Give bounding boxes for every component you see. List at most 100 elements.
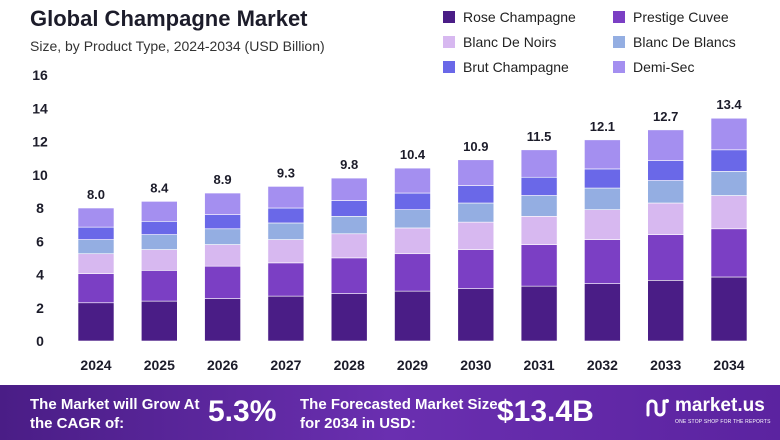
bar-segment [394, 192, 431, 210]
bar-segment [267, 222, 305, 240]
bar-segment [204, 244, 241, 267]
bar-segment [141, 201, 178, 222]
x-tick-label: 2026 [207, 357, 238, 373]
bar-segment [267, 239, 305, 264]
bar-segment [520, 195, 558, 217]
bar-segment [77, 226, 115, 240]
brand-tagline: ONE STOP SHOP FOR THE REPORTS [675, 419, 771, 425]
bar-segment [141, 249, 178, 271]
bar-segment [394, 227, 431, 255]
x-tick-label: 2028 [334, 357, 365, 373]
legend-item-rose-champagne: Rose Champagne [443, 8, 613, 25]
bar-segment [457, 221, 495, 250]
cagr-value: 5.3% [208, 395, 277, 428]
bar-segment [647, 280, 685, 342]
bar-segment [647, 160, 685, 181]
bar-segment [647, 202, 685, 235]
bar-segment [710, 117, 748, 151]
chart-title: Global Champagne Market [30, 6, 308, 31]
bar-segment [647, 234, 685, 281]
stacked-bar-chart: 0 2 4 6 8 10 12 14 16 8.0 2024 8.4 2025 8.9 2026 9.3 202… [32, 67, 748, 373]
bar-segment [330, 177, 368, 201]
x-tick-label: 2024 [80, 357, 111, 373]
bar-segment [584, 239, 621, 284]
bar-segment [394, 290, 431, 342]
bar-total-label: 8.0 [87, 187, 105, 202]
y-tick-label: 8 [36, 200, 44, 216]
x-tick-label: 2032 [587, 357, 618, 373]
bar-segment [584, 168, 621, 189]
bar-segment [520, 244, 558, 287]
forecast-label: The Forecasted Market Size for 2034 in U… [300, 396, 498, 432]
bar-segment [141, 234, 178, 250]
bar-segment [330, 233, 368, 259]
legend-swatch [443, 60, 455, 73]
bar-segment [457, 202, 495, 223]
bar-segment [647, 129, 685, 161]
x-tick-label: 2030 [460, 357, 491, 373]
bar-segment [204, 214, 241, 230]
x-tick-label: 2034 [713, 357, 744, 373]
y-tick-label: 4 [36, 267, 44, 283]
bar-segment [330, 293, 368, 342]
legend-label: Rose Champagne [463, 8, 576, 25]
legend-item-blanc-de-noirs: Blanc De Noirs [443, 33, 613, 50]
bar-total-label: 9.8 [340, 157, 358, 172]
bar-segment [77, 207, 115, 228]
bar-segment [457, 159, 495, 186]
legend-item-demi-sec: Demi-Sec [613, 58, 773, 75]
bar-segment [457, 249, 495, 289]
forecast-value: $13.4B [497, 395, 594, 428]
legend-label: Blanc De Blancs [633, 33, 736, 50]
bar-segment [710, 228, 748, 278]
y-tick-label: 12 [32, 134, 48, 150]
bar-segment [584, 283, 621, 342]
bar-segment [584, 139, 621, 170]
y-tick-label: 6 [36, 233, 44, 249]
legend-label: Prestige Cuvee [633, 8, 729, 25]
bar-segment [520, 216, 558, 245]
x-tick-label: 2031 [524, 357, 555, 373]
bar-segment [267, 186, 305, 209]
y-tick-label: 0 [36, 333, 44, 349]
market-us-logo-icon [646, 399, 669, 417]
bar-segment [457, 185, 495, 204]
bar-segment [520, 285, 558, 342]
bar-segment [394, 253, 431, 292]
summary-banner: The Market will Grow At the CAGR of: 5.3… [0, 385, 780, 440]
bar-segment [330, 216, 368, 235]
bar-segment [457, 288, 495, 342]
bar-segment [77, 273, 115, 304]
bar-segment [394, 167, 431, 194]
legend-swatch [613, 10, 625, 23]
bar-segment [141, 221, 178, 235]
legend-swatch [443, 10, 455, 23]
x-tick-label: 2027 [270, 357, 301, 373]
bar-segment [141, 300, 178, 342]
bar-total-label: 11.5 [527, 129, 552, 144]
bar-total-label: 10.9 [463, 139, 488, 154]
bar-segment [710, 171, 748, 196]
bar-total-label: 12.7 [653, 109, 678, 124]
bar-segment [394, 209, 431, 229]
bar-total-label: 10.4 [400, 147, 426, 162]
brand-name: market.us [675, 395, 765, 416]
legend-label: Blanc De Noirs [463, 33, 557, 50]
legend: Rose Champagne Prestige Cuvee Blanc De N… [443, 8, 773, 75]
bar-segment [204, 265, 241, 299]
legend-label: Demi-Sec [633, 58, 695, 75]
bar-segment [330, 257, 368, 294]
y-tick-label: 2 [36, 300, 44, 316]
legend-swatch [443, 35, 455, 48]
bar-segment [204, 192, 241, 215]
legend-swatch [613, 60, 625, 73]
bar-segment [330, 200, 368, 217]
bar-segment [77, 302, 115, 342]
cagr-label: The Market will Grow At the CAGR of: [30, 396, 200, 432]
bar-total-label: 13.4 [716, 97, 742, 112]
legend-item-brut-champagne: Brut Champagne [443, 58, 613, 75]
bar-segment [267, 207, 305, 224]
bar-segment [141, 270, 178, 302]
bar-segment [77, 239, 115, 255]
legend-swatch [613, 35, 625, 48]
